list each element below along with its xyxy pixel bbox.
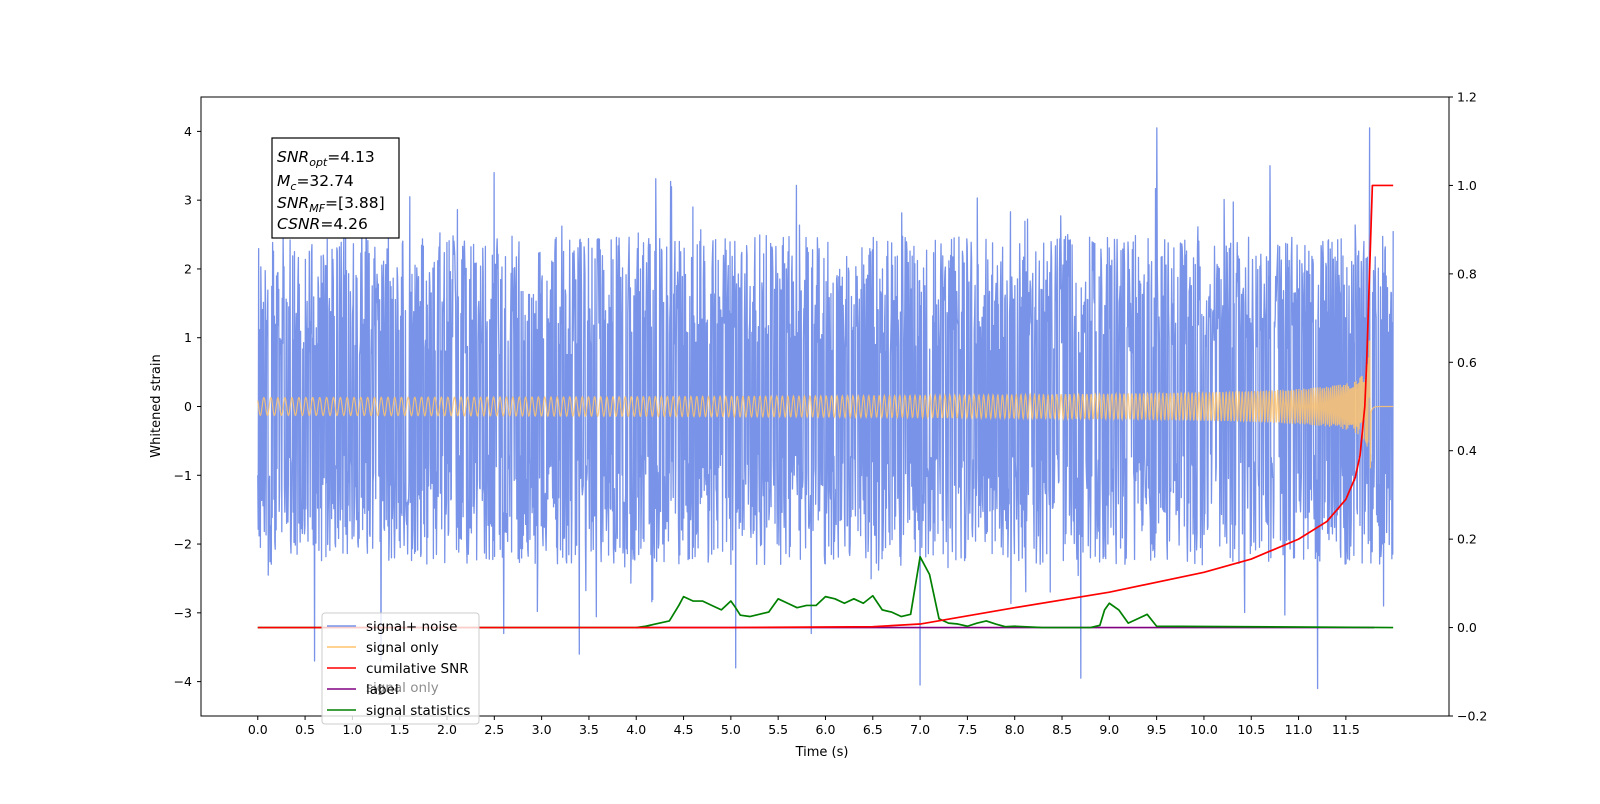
x-tick-label: 5.0 bbox=[721, 722, 741, 737]
legend-frame bbox=[321, 612, 480, 725]
x-tick-label: 6.0 bbox=[816, 722, 836, 737]
y2-tick-label: 0.0 bbox=[1457, 620, 1477, 635]
x-axis-label: Time (s) bbox=[795, 745, 849, 760]
x-tick-label: 8.5 bbox=[1052, 722, 1072, 737]
legend-label-signal-statistics: signal statistics bbox=[366, 703, 470, 719]
y-tick-label: −4 bbox=[174, 674, 192, 689]
x-tick-label: 10.0 bbox=[1190, 722, 1218, 737]
x-tick-label: 5.5 bbox=[768, 722, 788, 737]
y-tick-label: 4 bbox=[184, 124, 192, 139]
y-tick-label: 2 bbox=[184, 261, 192, 276]
annotation-line-2: Mc=32.74 bbox=[277, 172, 354, 193]
x-tick-label: 7.0 bbox=[910, 722, 930, 737]
annotation-frame bbox=[271, 137, 400, 239]
x-tick-label: 7.5 bbox=[957, 722, 977, 737]
x-axis: 0.0 0.5 1.0 1.5 2.0 2.5 3.0 3.5 4.0 4.5 5.0 5.5 6.0 6… bbox=[248, 716, 1360, 737]
x-tick-label: 10.5 bbox=[1237, 722, 1265, 737]
x-tick-label: 2.5 bbox=[484, 722, 504, 737]
signal-statistics-line bbox=[257, 555, 1394, 629]
signal-noise-layer bbox=[257, 127, 1394, 690]
legend-label-signal-only: signal only bbox=[366, 640, 439, 656]
x-tick-label: 0.5 bbox=[295, 722, 315, 737]
y-tick-label: −3 bbox=[174, 605, 192, 620]
y2-tick-label: 0.6 bbox=[1457, 355, 1477, 370]
x-tick-label: 4.0 bbox=[626, 722, 646, 737]
annotation-box: SNRopt=4.13 Mc=32.74 SNRMF=[3.88] CSNR=4… bbox=[271, 137, 400, 239]
x-tick-label: 11.0 bbox=[1285, 722, 1313, 737]
signal-noise-line bbox=[257, 127, 1394, 690]
y2-tick-label: 0.4 bbox=[1457, 443, 1477, 458]
x-tick-label: 6.5 bbox=[863, 722, 883, 737]
x-tick-label: 2.0 bbox=[437, 722, 457, 737]
x-tick-label: 0.0 bbox=[248, 722, 268, 737]
y-tick-label: 1 bbox=[184, 330, 192, 345]
x-tick-label: 4.5 bbox=[674, 722, 694, 737]
y2-tick-label: −0.2 bbox=[1457, 709, 1487, 724]
right-axis-series-layer bbox=[257, 184, 1394, 629]
signal-only-layer bbox=[257, 340, 1394, 469]
annotation-line-1: SNRopt=4.13 bbox=[277, 148, 375, 169]
y2-tick-label: 0.2 bbox=[1457, 532, 1477, 547]
legend-label-label: label bbox=[366, 682, 399, 698]
x-tick-label: 11.5 bbox=[1332, 722, 1360, 737]
x-tick-label: 3.0 bbox=[532, 722, 552, 737]
annotation-line-4: CSNR=4.26 bbox=[277, 215, 368, 233]
x-tick-label: 3.5 bbox=[579, 722, 599, 737]
annotation-line-3: SNRMF=[3.88] bbox=[277, 194, 385, 215]
y2-tick-label: 1.0 bbox=[1457, 178, 1477, 193]
y2-tick-label: 1.2 bbox=[1457, 90, 1477, 105]
x-tick-label: 9.5 bbox=[1147, 722, 1167, 737]
x-tick-label: 8.0 bbox=[1005, 722, 1025, 737]
x-tick-label: 1.0 bbox=[342, 722, 362, 737]
y-tick-label: −1 bbox=[174, 468, 192, 483]
legend-occluded-text: signal only bbox=[366, 680, 439, 696]
legend: signal only signal+ noise signal only cu… bbox=[321, 612, 480, 725]
y-tick-label: 0 bbox=[184, 399, 192, 414]
x-tick-label: 9.0 bbox=[1099, 722, 1119, 737]
y-tick-label: −2 bbox=[174, 537, 192, 552]
y-tick-label: 3 bbox=[184, 193, 192, 208]
signal-only-line bbox=[257, 340, 1394, 469]
y2-axis: 1.2 1.0 0.8 0.6 0.4 0.2 0.0 −0.2 bbox=[1449, 90, 1487, 724]
y2-tick-label: 0.8 bbox=[1457, 266, 1477, 281]
cumulative-snr-line bbox=[257, 184, 1394, 629]
x-tick-label: 1.5 bbox=[390, 722, 410, 737]
legend-label-cumulative-snr: cumilative SNR bbox=[366, 661, 469, 677]
legend-label-signal-noise: signal+ noise bbox=[366, 619, 457, 635]
y-axis-label: Whitened strain bbox=[149, 354, 164, 457]
y-axis: 4 3 2 1 0 −1 −2 −3 −4 bbox=[174, 124, 201, 689]
